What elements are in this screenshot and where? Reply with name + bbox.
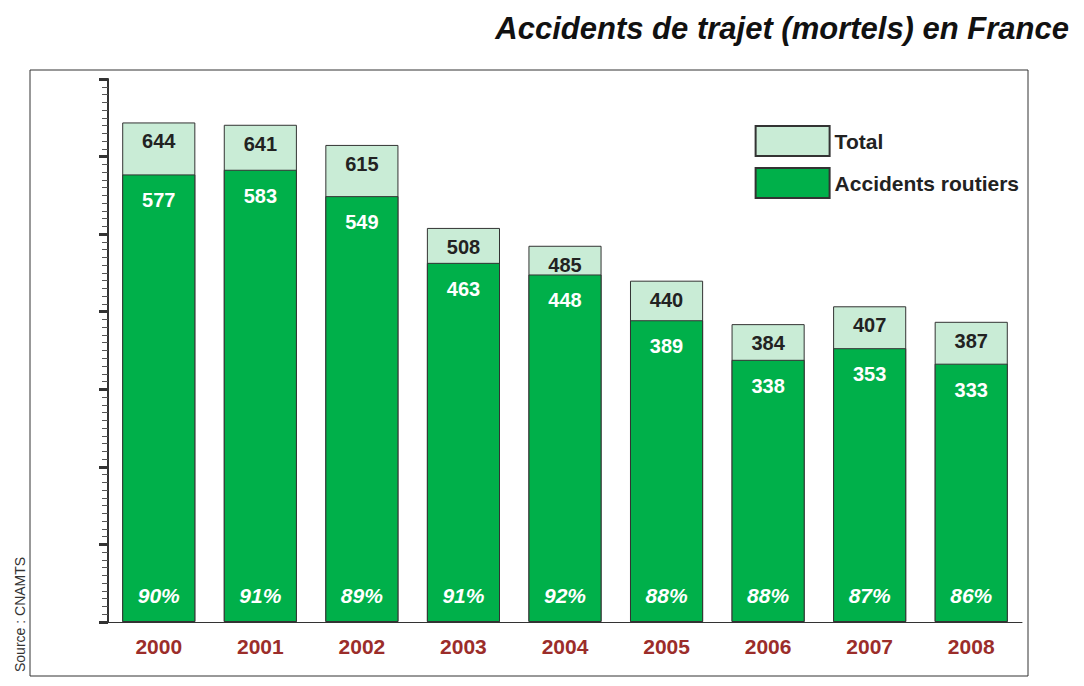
svg-text:87%: 87% <box>849 584 891 607</box>
svg-text:2000: 2000 <box>135 635 182 658</box>
svg-text:88%: 88% <box>646 584 688 607</box>
svg-text:407: 407 <box>853 314 886 336</box>
svg-text:2007: 2007 <box>846 635 893 658</box>
svg-text:644: 644 <box>142 130 176 152</box>
svg-text:91%: 91% <box>442 584 484 607</box>
svg-text:Source : CNAMTS: Source : CNAMTS <box>12 557 28 672</box>
svg-text:89%: 89% <box>341 584 383 607</box>
svg-text:Accidents de trajet (mortels): Accidents de trajet (mortels) en France <box>494 11 1069 46</box>
svg-text:2008: 2008 <box>948 635 995 658</box>
svg-text:92%: 92% <box>544 584 586 607</box>
svg-text:333: 333 <box>955 379 988 401</box>
svg-text:549: 549 <box>345 211 378 233</box>
svg-text:2001: 2001 <box>237 635 284 658</box>
svg-text:448: 448 <box>548 289 581 311</box>
svg-text:Total: Total <box>835 130 884 153</box>
svg-text:2003: 2003 <box>440 635 487 658</box>
svg-text:2006: 2006 <box>745 635 792 658</box>
svg-text:577: 577 <box>142 189 175 211</box>
svg-text:389: 389 <box>650 335 683 357</box>
svg-text:463: 463 <box>447 278 480 300</box>
svg-text:615: 615 <box>345 153 378 175</box>
svg-text:583: 583 <box>244 185 277 207</box>
svg-text:387: 387 <box>955 330 988 352</box>
svg-text:384: 384 <box>751 332 785 354</box>
svg-text:2002: 2002 <box>339 635 386 658</box>
svg-text:353: 353 <box>853 363 886 385</box>
svg-text:2005: 2005 <box>643 635 690 658</box>
svg-text:90%: 90% <box>138 584 180 607</box>
svg-text:91%: 91% <box>239 584 281 607</box>
svg-text:88%: 88% <box>747 584 789 607</box>
svg-text:641: 641 <box>244 133 277 155</box>
svg-text:440: 440 <box>650 289 683 311</box>
svg-text:508: 508 <box>447 236 480 258</box>
svg-text:Accidents routiers: Accidents routiers <box>835 172 1019 195</box>
svg-text:338: 338 <box>751 375 784 397</box>
svg-text:2004: 2004 <box>542 635 589 658</box>
svg-text:485: 485 <box>548 254 581 276</box>
svg-text:86%: 86% <box>950 584 992 607</box>
